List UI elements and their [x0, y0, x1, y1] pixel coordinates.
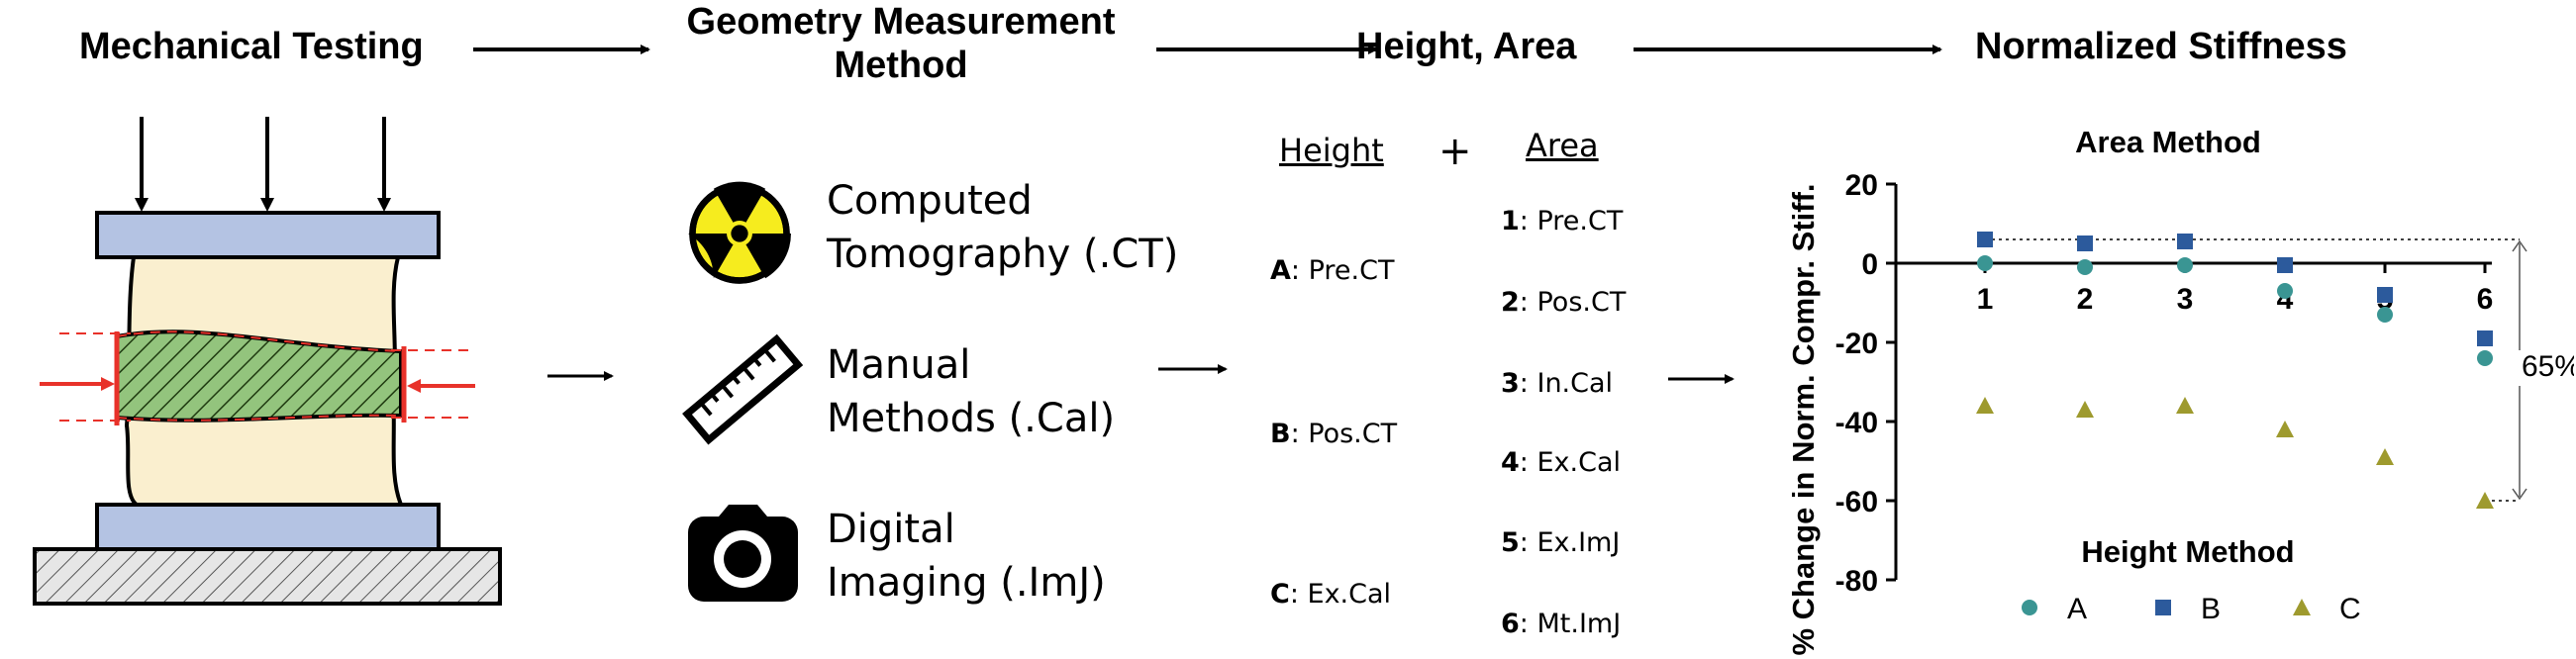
chart-y-tick-label: -40: [1835, 407, 1878, 439]
chart-legend-marker-b: [2155, 600, 2171, 615]
chart-legend-marker-a: [2022, 600, 2037, 615]
chart-point-c-2: [2076, 401, 2094, 418]
step-height-area-title: Height, Area: [1356, 26, 1577, 67]
method-cal-label: Manual Methods (.Cal): [827, 342, 1116, 441]
area-option-4: 4: Ex.Cal: [1501, 447, 1621, 478]
plus-sign: +: [1438, 129, 1472, 174]
height-option-a: A: Pre.CT: [1270, 255, 1395, 286]
chart-point-a-5: [2377, 307, 2393, 323]
chart-y-tick-label: -60: [1835, 486, 1878, 518]
method-ct-label: Computed Tomography (.CT): [827, 178, 1179, 277]
chart-y-tick-label: 20: [1845, 169, 1878, 202]
area-header: Area: [1526, 127, 1599, 164]
radiation-icon: [688, 181, 791, 284]
chart-title: Area Method: [2075, 125, 2261, 159]
chart-point-a-1: [1977, 255, 1993, 271]
method-imj-label: Digital Imaging (.ImJ): [827, 507, 1106, 606]
chart-point-b-3: [2177, 234, 2193, 249]
chart-point-c-4: [2276, 421, 2294, 437]
chart-point-a-3: [2177, 257, 2193, 273]
chart-point-b-6: [2477, 330, 2493, 346]
chart-range-arrowhead-bottom: [2512, 488, 2527, 501]
chart-x-tick-label: 6: [2477, 283, 2494, 316]
chart-point-c-3: [2176, 397, 2194, 414]
chart-y-tick-label: 0: [1861, 248, 1878, 281]
chart-point-a-4: [2277, 283, 2293, 299]
base-platform: [33, 547, 502, 606]
ruler-icon: [682, 333, 804, 445]
chart-point-c-6: [2476, 492, 2494, 509]
chart-y-axis-label: % Change in Norm. Compr. Stiff.: [1786, 183, 1821, 655]
chart-legend-label-c: C: [2339, 593, 2361, 625]
compression-test-illustration: [33, 117, 502, 606]
height-header: Height: [1279, 132, 1384, 169]
chart-range-arrowhead-top: [2512, 239, 2527, 252]
specimen-hatched-region: [115, 330, 403, 423]
chart-legend-title: Height Method: [2081, 534, 2294, 569]
area-option-2: 2: Pos.CT: [1501, 287, 1627, 318]
chart-legend-label-b: B: [2201, 593, 2221, 625]
chart-legend-marker-c: [2293, 599, 2311, 615]
chart-point-b-5: [2377, 287, 2393, 303]
chart-point-c-5: [2376, 448, 2394, 465]
camera-icon: [688, 505, 798, 602]
chart-point-a-2: [2077, 259, 2093, 275]
area-option-6: 6: Mt.ImJ: [1501, 609, 1622, 639]
bottom-plate: [95, 503, 441, 551]
chart-y-tick-label: -80: [1835, 565, 1878, 598]
step-geometry-method-line2: Method: [834, 45, 968, 86]
chart-y-tick-label: -20: [1835, 328, 1878, 360]
chart-point-a-6: [2477, 350, 2493, 366]
top-plate: [95, 211, 441, 259]
chart-annotation-range: 65%: [2522, 350, 2574, 383]
step-geometry-method-line1: Geometry Measurement: [686, 1, 1116, 43]
area-option-1: 1: Pre.CT: [1501, 206, 1624, 236]
chart-x-tick-label: 1: [1977, 283, 1994, 316]
step-mechanical-testing-title: Mechanical Testing: [79, 26, 424, 67]
stiffness-chart: Area Method % Change in Norm. Compr. Sti…: [1786, 125, 2574, 656]
chart-x-tick-label: 2: [2077, 283, 2094, 316]
step-geometry-method-title: Geometry Measurement Method: [653, 0, 1148, 87]
area-option-5: 5: Ex.ImJ: [1501, 527, 1621, 558]
chart-point-c-1: [1976, 397, 1994, 414]
chart-x-tick-label: 3: [2177, 283, 2194, 316]
step-normalized-stiffness-title: Normalized Stiffness: [1975, 26, 2347, 67]
chart-legend-label-a: A: [2067, 593, 2087, 625]
chart-point-b-4: [2277, 257, 2293, 273]
chart-point-b-1: [1977, 232, 1993, 247]
chart-point-b-2: [2077, 235, 2093, 251]
height-option-b: B: Pos.CT: [1270, 419, 1398, 449]
area-option-3: 3: In.Cal: [1501, 368, 1614, 399]
height-option-c: C: Ex.Cal: [1270, 579, 1392, 610]
